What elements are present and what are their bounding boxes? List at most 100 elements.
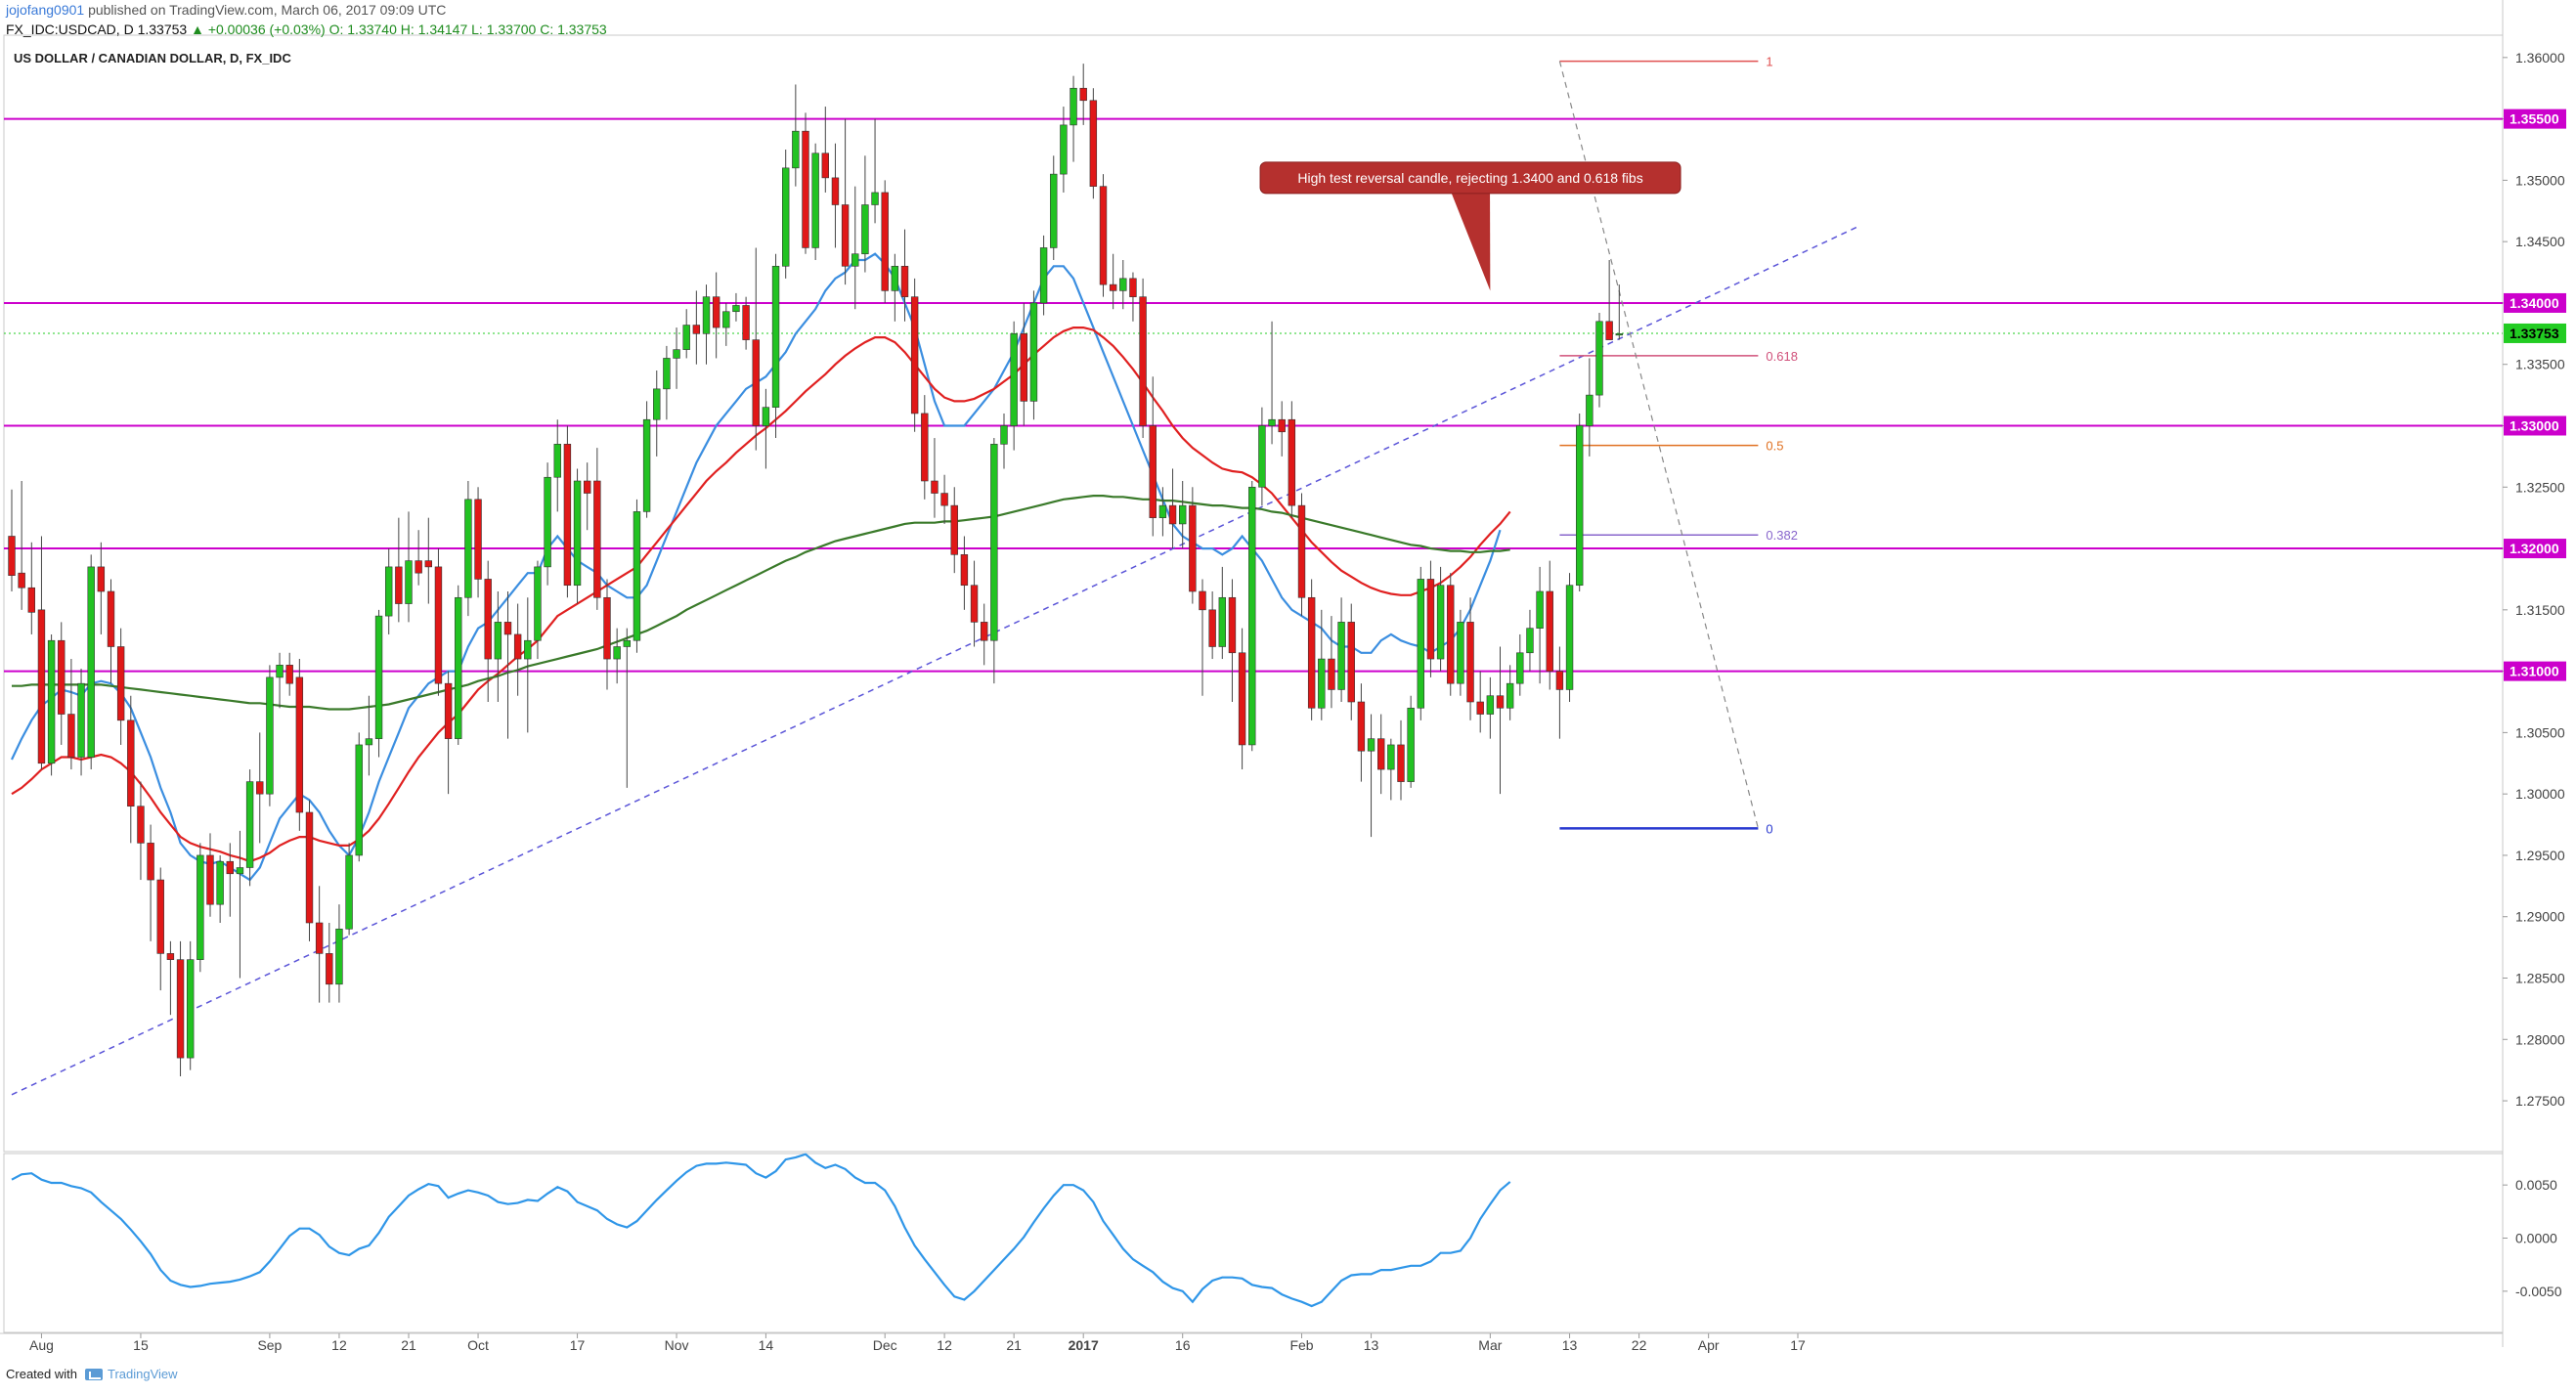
candle-down (166, 953, 175, 960)
candle-up (771, 265, 780, 408)
candle-up (762, 407, 770, 426)
candle-down (434, 566, 443, 684)
x-tick-label: 12 (937, 1337, 952, 1353)
candle-up (573, 480, 582, 587)
candle-up (87, 566, 95, 758)
candle-down (752, 339, 760, 426)
chart-title: US DOLLAR / CANADIAN DOLLAR, D, FX_IDC (14, 51, 291, 65)
candle-up (405, 560, 413, 604)
tradingview-link[interactable]: TradingView (84, 1367, 178, 1381)
x-tick-label: 15 (133, 1337, 149, 1353)
candle-down (395, 566, 403, 604)
candle-up (365, 738, 373, 746)
candle-down (1189, 504, 1197, 592)
candle-down (940, 493, 948, 506)
candle-down (1605, 321, 1613, 340)
tradingview-logo-icon (84, 1368, 103, 1380)
y-tick-label: 1.28500 (2515, 971, 2565, 986)
candle-up (1248, 486, 1256, 746)
candle-down (1208, 609, 1216, 647)
candle-down (1546, 590, 1553, 672)
candle-up (1258, 425, 1266, 488)
candle-down (27, 587, 35, 613)
candle-up (494, 622, 502, 660)
candle-up (871, 192, 879, 205)
fib-level-label: 0 (1766, 821, 1772, 836)
candle-up (1436, 585, 1445, 660)
candle-down (1020, 333, 1028, 402)
footer: Created with TradingView (6, 1367, 178, 1381)
candle-down (37, 609, 46, 764)
candle-down (960, 554, 969, 587)
author-link[interactable]: jojofang0901 (6, 2, 85, 18)
fib-level-label: 0.382 (1766, 528, 1798, 543)
candle-up (553, 444, 561, 478)
candle-up (1576, 425, 1584, 587)
candle-up (1387, 744, 1395, 770)
candle-down (950, 504, 958, 555)
level-price-tag (2504, 539, 2566, 559)
x-tick-label: Apr (1698, 1337, 1720, 1353)
y-tick-label: 1.32500 (2515, 479, 2565, 495)
osc-y-tick-label: -0.0050 (2515, 1284, 2562, 1299)
x-tick-label: Nov (665, 1337, 689, 1353)
candle-down (315, 922, 324, 954)
oscillator-pane-frame (3, 1153, 2504, 1333)
candle-down (831, 177, 840, 205)
x-tick-label: Feb (1289, 1337, 1313, 1353)
candle-up (345, 854, 353, 930)
candle-down (841, 204, 850, 267)
y-tick-label: 1.34500 (2515, 234, 2565, 249)
candle-down (603, 596, 611, 660)
candle-up (1070, 87, 1077, 126)
y-tick-label: 1.29000 (2515, 909, 2565, 925)
candle-down (285, 665, 293, 684)
candle-up (524, 639, 532, 660)
candle-up (811, 153, 819, 248)
y-tick-label: 1.35000 (2515, 172, 2565, 188)
candle-down (156, 879, 164, 954)
candle-up (1000, 425, 1008, 445)
candle-down (1297, 504, 1306, 598)
level-price-tag-label: 1.34000 (2510, 295, 2559, 311)
candle-up (196, 854, 204, 960)
y-tick-label: 1.29500 (2515, 848, 2565, 863)
candle-up (335, 928, 343, 985)
candle-up (1158, 504, 1167, 518)
candle-up (1595, 321, 1603, 396)
candle-up (891, 265, 899, 291)
candle-up (1586, 394, 1594, 426)
symbol-price: FX_IDC:USDCAD, D 1.33753 (6, 22, 188, 37)
last-price-tag-label: 1.33753 (2510, 326, 2559, 341)
osc-y-tick-label: 0.0000 (2515, 1231, 2557, 1246)
candle-up (1367, 738, 1375, 752)
level-price-tag (2504, 661, 2566, 681)
level-price-tag-label: 1.32000 (2510, 541, 2559, 556)
candle-up (1486, 695, 1495, 715)
candle-down (900, 265, 909, 297)
candle-down (206, 854, 214, 905)
level-price-tag (2504, 292, 2566, 313)
price-change: ▲ +0.00036 (+0.03%) (191, 22, 326, 37)
candle-up (792, 130, 800, 169)
candle-up (1039, 247, 1048, 304)
candle-down (1278, 418, 1286, 433)
candle-down (513, 633, 522, 660)
candle-up (1029, 302, 1038, 402)
x-tick-label: 13 (1364, 1337, 1379, 1353)
candle-down (1347, 622, 1355, 703)
candle-up (534, 566, 542, 641)
candle-down (881, 192, 889, 291)
candle-down (970, 585, 979, 623)
x-tick-label: 13 (1562, 1337, 1578, 1353)
candle-down (1426, 579, 1435, 660)
candle-down (1149, 425, 1157, 518)
candle-down (176, 959, 185, 1059)
candle-down (127, 719, 135, 807)
level-price-tag-label: 1.33000 (2510, 418, 2559, 434)
candle-up (663, 358, 671, 390)
candle-up (1268, 418, 1276, 426)
candle-down (1089, 100, 1098, 187)
candle-down (444, 682, 453, 739)
